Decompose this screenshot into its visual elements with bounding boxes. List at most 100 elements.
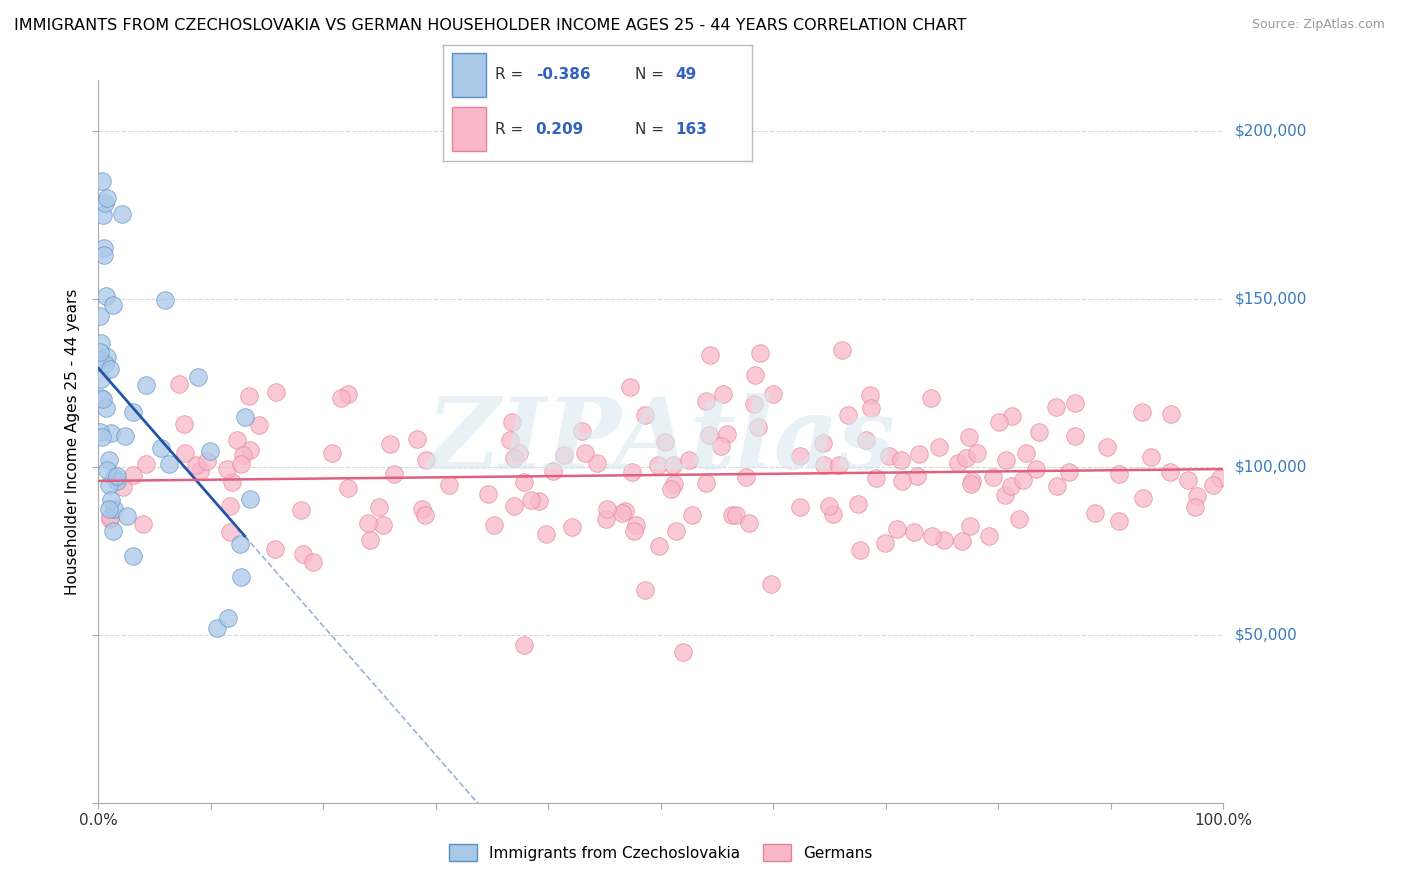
Point: [200, 443, 222, 458]
Point: [94, 357, 117, 371]
Point: [98, 512, 121, 526]
Point: [501, 415, 523, 429]
Point: [111, 207, 134, 221]
Point: [205, 621, 228, 635]
Text: Source: ZipAtlas.com: Source: ZipAtlas.com: [1251, 18, 1385, 31]
Point: [527, 494, 550, 508]
Point: [215, 462, 238, 476]
Point: [1045, 400, 1067, 414]
Point: [238, 492, 260, 507]
Point: [710, 439, 733, 453]
Point: [382, 467, 405, 481]
Point: [875, 536, 897, 550]
Point: [789, 449, 811, 463]
Point: [302, 555, 325, 569]
Point: [96, 191, 118, 205]
Point: [235, 409, 257, 424]
Point: [934, 533, 956, 547]
Point: [995, 453, 1018, 467]
Point: [90, 392, 112, 406]
Point: [228, 537, 250, 551]
Point: [89, 372, 111, 386]
Point: [716, 426, 738, 441]
Point: [329, 392, 352, 406]
Point: [93, 247, 115, 261]
Point: [647, 458, 669, 472]
Point: [855, 434, 877, 448]
Point: [950, 534, 973, 549]
Point: [1063, 429, 1085, 443]
Point: [122, 467, 145, 482]
Point: [229, 457, 252, 471]
Point: [1177, 473, 1199, 487]
Point: [1015, 446, 1038, 460]
Point: [94, 196, 117, 211]
Point: [89, 353, 111, 368]
Point: [91, 430, 114, 444]
Point: [1008, 512, 1031, 526]
Point: [879, 449, 901, 463]
Point: [619, 380, 641, 394]
Point: [1184, 500, 1206, 514]
Point: [368, 500, 391, 514]
Point: [89, 345, 111, 359]
Point: [678, 452, 700, 467]
Point: [413, 508, 436, 523]
Point: [1012, 474, 1035, 488]
Point: [91, 208, 114, 222]
Point: [513, 638, 536, 652]
Point: [966, 446, 988, 460]
Point: [96, 350, 118, 364]
Point: [1028, 425, 1050, 439]
Point: [1001, 409, 1024, 424]
Point: [534, 526, 557, 541]
Point: [173, 417, 195, 432]
Point: [1209, 471, 1232, 485]
Point: [817, 499, 839, 513]
Point: [761, 577, 783, 591]
Point: [831, 343, 853, 357]
Point: [1046, 478, 1069, 492]
Point: [623, 524, 645, 538]
Point: [789, 500, 811, 515]
Point: [983, 470, 1005, 484]
Point: [960, 475, 983, 489]
Point: [748, 346, 770, 360]
Point: [1064, 396, 1087, 410]
Point: [89, 425, 111, 439]
Point: [238, 389, 260, 403]
Point: [695, 475, 717, 490]
Point: [959, 519, 981, 533]
Point: [725, 508, 748, 523]
Point: [720, 508, 742, 522]
Point: [100, 425, 122, 440]
Point: [987, 415, 1010, 429]
Point: [634, 409, 657, 423]
Point: [891, 474, 914, 488]
Point: [648, 539, 671, 553]
Point: [662, 458, 685, 472]
Point: [337, 387, 360, 401]
Text: $150,000: $150,000: [1234, 291, 1306, 306]
Point: [699, 348, 721, 362]
Text: N =: N =: [634, 67, 668, 82]
Point: [405, 432, 427, 446]
Y-axis label: Householder Income Ages 25 - 44 years: Householder Income Ages 25 - 44 years: [65, 288, 80, 595]
Point: [174, 445, 197, 459]
Point: [738, 516, 761, 530]
Point: [217, 611, 239, 625]
Point: [654, 434, 676, 449]
Text: $50,000: $50,000: [1234, 627, 1298, 642]
Point: [595, 512, 617, 526]
Point: [979, 529, 1001, 543]
Point: [665, 524, 688, 538]
Point: [98, 362, 121, 376]
Point: [437, 478, 460, 492]
Point: [411, 502, 433, 516]
Point: [98, 477, 121, 491]
Point: [946, 457, 969, 471]
Point: [229, 570, 252, 584]
Point: [543, 465, 565, 479]
Point: [91, 392, 114, 407]
Text: $100,000: $100,000: [1234, 459, 1306, 475]
